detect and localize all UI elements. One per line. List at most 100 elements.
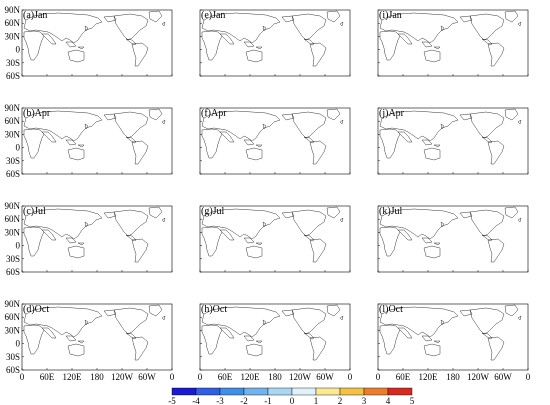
map-panel: (k)Jul xyxy=(377,205,529,273)
lat-tick-label: 30S xyxy=(6,254,20,264)
lat-tick-label: 90N xyxy=(5,5,21,15)
panel-frame xyxy=(21,205,173,273)
colorbar-swatch xyxy=(387,387,413,396)
panel-label: (j)Apr xyxy=(379,108,405,119)
lat-tick-label: 60N xyxy=(5,312,21,322)
colorbar-swatch xyxy=(219,387,245,396)
panel-frame xyxy=(21,107,173,175)
lon-tick-label: 60W xyxy=(494,372,512,382)
panel-frame xyxy=(199,205,351,273)
map-panel: (e)Jan xyxy=(199,9,351,77)
lat-tick-label: 60S xyxy=(6,365,20,375)
colorbar-label: -2 xyxy=(240,396,248,405)
colorbar-label: 4 xyxy=(386,396,391,405)
lon-tick-label: 60W xyxy=(138,372,156,382)
lon-tick-label: 0 xyxy=(526,372,531,382)
map-panel: (i)Jan xyxy=(377,9,529,77)
colorbar-swatch xyxy=(315,387,341,396)
panel-frame xyxy=(199,303,351,371)
lon-tick-label: 120E xyxy=(63,372,83,382)
lat-tick-label: 30N xyxy=(5,227,21,237)
colorbar-swatch xyxy=(171,387,197,396)
lat-tick-label: 0 xyxy=(16,339,21,349)
lon-tick-label: 120W xyxy=(111,372,134,382)
lat-tick-label: 60N xyxy=(5,18,21,28)
panel-frame xyxy=(21,303,173,371)
colorbar-label: 3 xyxy=(362,396,367,405)
panel-frame xyxy=(199,107,351,175)
lon-tick-label: 120E xyxy=(241,372,261,382)
lat-tick-label: 30N xyxy=(5,129,21,139)
lon-tick-label: 0 xyxy=(376,372,381,382)
panel-frame xyxy=(199,9,351,77)
panel-label: (b)Apr xyxy=(23,108,51,119)
lat-tick-label: 60N xyxy=(5,116,21,126)
panel-label: (h)Oct xyxy=(201,304,227,315)
lat-tick-label: 30S xyxy=(6,156,20,166)
panel-label: (i)Jan xyxy=(379,10,402,21)
lat-tick-label: 90N xyxy=(5,103,21,113)
panel-frame xyxy=(377,303,529,371)
colorbar-swatch xyxy=(291,387,317,396)
panel-frame xyxy=(377,9,529,77)
lon-tick-label: 60E xyxy=(218,372,233,382)
colorbar-label: 0 xyxy=(290,396,295,405)
colorbar-label: 2 xyxy=(338,396,343,405)
map-panel: (g)Jul xyxy=(199,205,351,273)
lat-tick-label: 60S xyxy=(6,267,20,277)
lon-tick-label: 180 xyxy=(446,372,460,382)
lat-tick-label: 60N xyxy=(5,214,21,224)
panel-label: (g)Jul xyxy=(201,206,225,217)
map-panel: (f)Apr xyxy=(199,107,351,175)
panel-frame xyxy=(21,9,173,77)
colorbar-swatch xyxy=(339,387,365,396)
lon-tick-label: 0 xyxy=(198,372,203,382)
lat-tick-label: 60S xyxy=(6,71,20,81)
map-panel: (j)Apr xyxy=(377,107,529,175)
lon-tick-label: 120W xyxy=(467,372,490,382)
lat-tick-label: 30N xyxy=(5,325,21,335)
colorbar-label: -4 xyxy=(192,396,200,405)
colorbar-swatch xyxy=(243,387,269,396)
map-panel: (l)Oct 0 60E 120E 180 120W 60W 0 xyxy=(376,303,531,382)
lon-tick-label: 180 xyxy=(268,372,282,382)
colorbar-label: -5 xyxy=(168,396,176,405)
map-panel: (h)Oct 0 60E 120E 180 120W 60W 0 xyxy=(198,303,353,382)
panel-label: (a)Jan xyxy=(23,10,47,21)
colorbar-label: -3 xyxy=(216,396,224,405)
lon-tick-label: 0 xyxy=(170,372,175,382)
lon-tick-label: 0 xyxy=(348,372,353,382)
lat-tick-label: 0 xyxy=(16,45,21,55)
colorbar: -5 -4 -3 -2 -1 0 1 2 3 4 5 xyxy=(168,387,415,405)
lat-tick-label: 0 xyxy=(16,143,21,153)
lat-tick-label: 90N xyxy=(5,201,21,211)
lon-tick-label: 60W xyxy=(316,372,334,382)
lon-tick-label: 120E xyxy=(419,372,439,382)
panel-label: (k)Jul xyxy=(379,206,403,217)
colorbar-swatch xyxy=(363,387,389,396)
colorbar-label: -1 xyxy=(264,396,272,405)
lat-tick-label: 30S xyxy=(6,352,20,362)
lon-tick-label: 120W xyxy=(289,372,312,382)
lon-tick-label: 60E xyxy=(40,372,55,382)
colorbar-swatch xyxy=(267,387,293,396)
panel-label: (c)Jul xyxy=(23,206,46,217)
colorbar-label: 5 xyxy=(410,396,415,405)
panel-label: (f)Apr xyxy=(201,108,227,119)
lat-tick-label: 60S xyxy=(6,169,20,179)
lat-tick-label: 90N xyxy=(5,299,21,309)
colorbar-label: 1 xyxy=(314,396,319,405)
panel-label: (e)Jan xyxy=(201,10,225,21)
panel-label: (l)Oct xyxy=(379,304,403,315)
lat-tick-label: 0 xyxy=(16,241,21,251)
lat-tick-label: 30N xyxy=(5,31,21,41)
lon-tick-label: 180 xyxy=(90,372,104,382)
lon-tick-label: 60E xyxy=(396,372,411,382)
panel-label: (d)Oct xyxy=(23,304,49,315)
